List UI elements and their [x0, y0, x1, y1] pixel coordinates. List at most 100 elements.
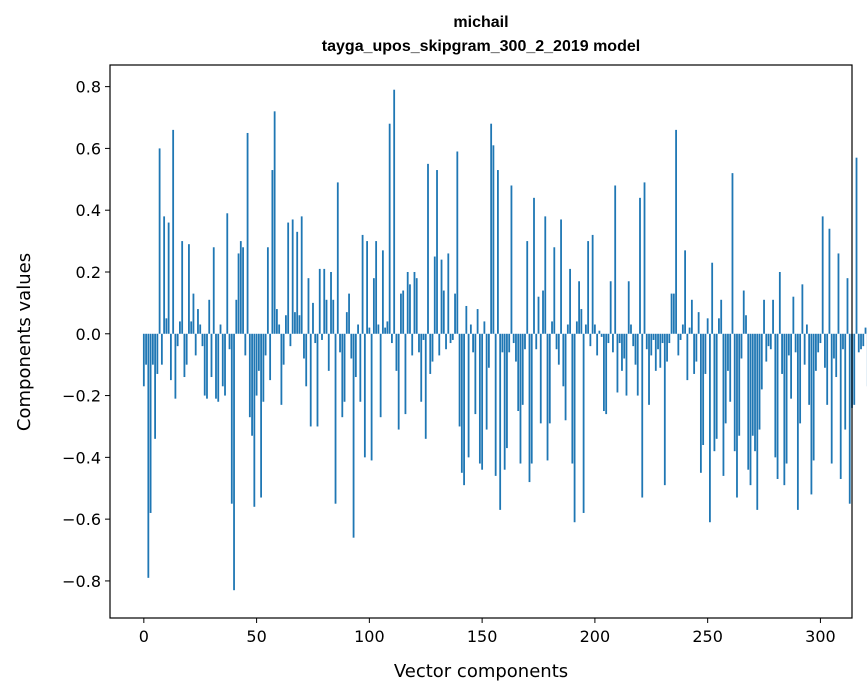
- bar: [282, 333, 285, 365]
- bar: [244, 333, 247, 356]
- bar: [431, 333, 434, 362]
- bar: [607, 333, 610, 344]
- bar: [745, 315, 747, 334]
- bar: [190, 321, 193, 334]
- bar: [494, 333, 497, 476]
- bar: [693, 333, 696, 374]
- bar: [715, 333, 718, 439]
- bar: [790, 333, 792, 399]
- bar: [648, 333, 650, 405]
- bar: [582, 333, 585, 513]
- bar: [323, 268, 326, 334]
- bar: [199, 324, 202, 334]
- bar: [327, 333, 330, 371]
- bar: [363, 333, 366, 458]
- bar: [535, 333, 538, 350]
- y-tick-label: 0.4: [76, 201, 101, 220]
- bar: [235, 299, 238, 334]
- bar: [747, 333, 750, 470]
- bar: [803, 333, 806, 365]
- bar: [420, 333, 423, 402]
- bar: [533, 197, 535, 334]
- bar: [542, 290, 544, 334]
- bar: [251, 333, 253, 436]
- bar: [521, 333, 524, 405]
- bar: [862, 333, 865, 347]
- bar: [778, 271, 781, 334]
- bar: [192, 293, 195, 334]
- bar: [361, 234, 364, 334]
- bar: [713, 333, 716, 452]
- bar: [711, 262, 714, 334]
- bar: [623, 333, 626, 359]
- bar: [237, 253, 240, 334]
- bar: [724, 333, 727, 424]
- bar: [634, 333, 637, 365]
- bar: [375, 241, 378, 334]
- bar: [817, 333, 820, 353]
- bar: [169, 333, 172, 381]
- bar: [519, 333, 522, 464]
- bar: [230, 333, 233, 504]
- bar: [551, 321, 553, 334]
- bar: [799, 333, 802, 424]
- bar: [478, 333, 481, 464]
- bar: [508, 333, 511, 353]
- bar: [429, 333, 432, 374]
- bar: [427, 163, 429, 334]
- bar: [485, 333, 488, 430]
- bar: [151, 333, 154, 365]
- bar: [447, 253, 450, 334]
- x-tick-label: 200: [580, 627, 611, 646]
- bar: [336, 182, 339, 334]
- bar: [424, 333, 427, 439]
- bar: [460, 333, 463, 473]
- bar: [352, 333, 355, 538]
- bar: [652, 333, 655, 340]
- bar: [215, 333, 217, 399]
- bar: [575, 321, 578, 334]
- bar: [345, 312, 348, 334]
- bar: [756, 333, 759, 510]
- bar: [402, 290, 405, 334]
- bar: [438, 333, 441, 356]
- bar: [224, 333, 226, 396]
- bar: [618, 333, 621, 344]
- bar: [206, 333, 208, 399]
- bar: [699, 333, 702, 473]
- bar: [233, 333, 235, 591]
- bar: [659, 333, 662, 368]
- bar: [158, 148, 161, 334]
- bar: [330, 271, 332, 334]
- bar: [411, 333, 414, 356]
- bar: [160, 333, 163, 365]
- bar: [616, 333, 619, 393]
- bar: [740, 333, 743, 359]
- bar: [474, 333, 477, 415]
- bar: [381, 250, 384, 334]
- bar: [436, 170, 438, 334]
- bar: [690, 299, 693, 334]
- bar: [815, 333, 817, 371]
- bar: [837, 253, 840, 334]
- bar: [548, 333, 551, 424]
- bar: [801, 284, 804, 334]
- y-tick-label: 0.6: [76, 139, 101, 158]
- bar: [142, 333, 145, 387]
- bar: [709, 333, 711, 523]
- bar: [246, 132, 249, 334]
- bar: [219, 324, 222, 334]
- bar: [792, 296, 795, 334]
- bar: [174, 333, 177, 399]
- chart-subtitle: tayga_upos_skipgram_300_2_2019 model: [322, 38, 640, 55]
- bar: [239, 241, 242, 334]
- bar: [760, 333, 763, 390]
- bar: [269, 333, 272, 381]
- bar: [562, 333, 565, 387]
- bar: [591, 234, 594, 334]
- bar: [469, 324, 472, 334]
- bar: [539, 333, 542, 424]
- bar: [697, 312, 700, 334]
- bar: [372, 278, 375, 334]
